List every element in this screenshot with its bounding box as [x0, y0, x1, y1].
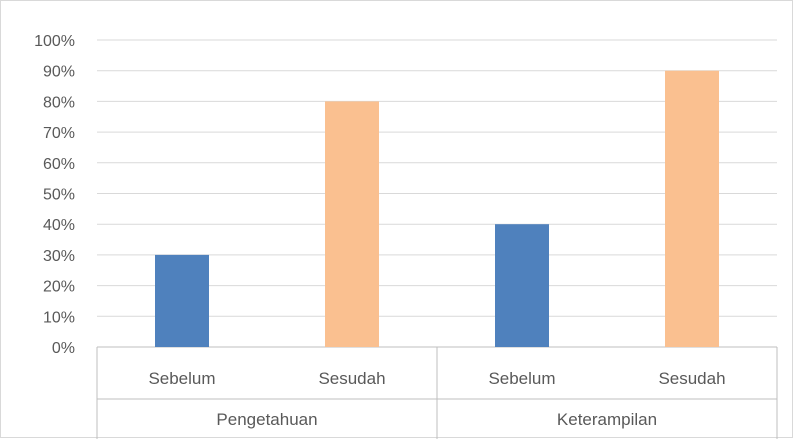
category-label: Sebelum	[488, 369, 555, 388]
category-label: Sebelum	[148, 369, 215, 388]
y-tick-label: 40%	[43, 217, 75, 234]
y-tick-label: 20%	[43, 279, 75, 296]
y-tick-label: 90%	[43, 64, 75, 81]
category-label: Sesudah	[658, 369, 725, 388]
group-label: Keterampilan	[557, 410, 657, 429]
category-label: Sesudah	[318, 369, 385, 388]
y-tick-label: 70%	[43, 125, 75, 142]
bar	[495, 224, 549, 347]
bar	[155, 254, 209, 347]
bar	[325, 101, 379, 348]
y-tick-label: 100%	[34, 33, 75, 50]
y-tick-label: 60%	[43, 156, 75, 173]
y-tick-label: 80%	[43, 94, 75, 111]
y-tick-label: 10%	[43, 309, 75, 326]
y-tick-label: 50%	[43, 187, 75, 204]
y-tick-label: 30%	[43, 248, 75, 265]
group-label: Pengetahuan	[216, 410, 317, 429]
bar	[665, 70, 719, 347]
y-tick-label: 0%	[52, 340, 75, 357]
